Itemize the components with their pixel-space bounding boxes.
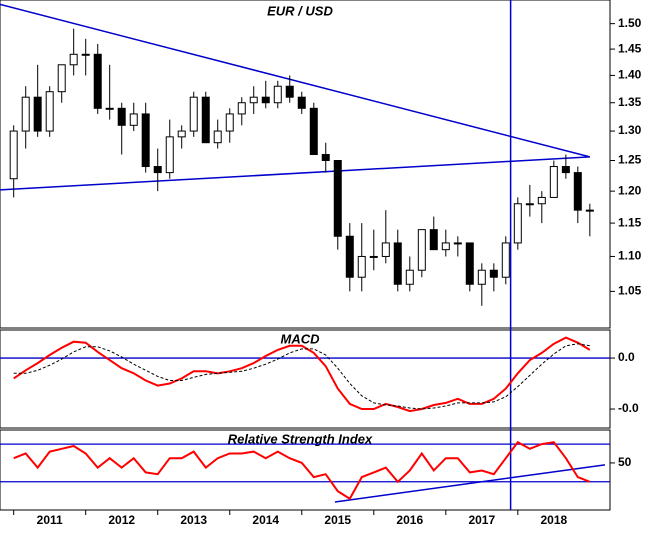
- x-tick-label: 2014: [252, 513, 279, 527]
- candle-body: [465, 242, 474, 285]
- candle-body: [81, 53, 90, 56]
- candle-body: [105, 107, 114, 110]
- candle-body: [9, 130, 18, 180]
- candle-body: [213, 130, 222, 144]
- candle-body: [513, 203, 522, 244]
- rsi-panel: [0, 429, 611, 511]
- series-line: [13, 336, 591, 413]
- candle-body: [153, 166, 162, 174]
- macd-panel: [0, 329, 611, 429]
- candle-body: [501, 242, 510, 278]
- candle-body: [117, 107, 126, 126]
- candle-body: [537, 196, 546, 205]
- y-tick-label: 1.50: [618, 16, 642, 30]
- candle-body: [57, 64, 66, 93]
- series-line: [13, 343, 590, 410]
- candle-body: [33, 96, 42, 132]
- candle-body: [129, 113, 138, 126]
- candle-body: [417, 229, 426, 271]
- candle-body: [393, 242, 402, 285]
- candle-body: [429, 229, 438, 251]
- x-tick-label: 2016: [396, 513, 423, 527]
- y-tick-label: 50: [618, 455, 632, 469]
- candle-body: [189, 96, 198, 132]
- y-tick-label: 1.20: [618, 183, 642, 197]
- candle-body: [309, 107, 318, 156]
- candle-body: [549, 166, 558, 198]
- candle-body: [177, 130, 186, 138]
- x-tick-label: 2011: [37, 513, 63, 527]
- x-tick-label: 2015: [324, 513, 351, 527]
- candle-body: [273, 85, 282, 104]
- price-panel: [0, 0, 611, 329]
- y-tick-label: 0.0: [618, 350, 635, 364]
- x-tick-label: 2018: [540, 513, 567, 527]
- candle-body: [477, 269, 486, 285]
- y-tick-label: 1.05: [618, 284, 642, 298]
- candle-body: [285, 85, 294, 98]
- y-tick-label: 1.25: [618, 153, 642, 167]
- candle-body: [69, 53, 78, 66]
- candle-body: [453, 242, 462, 245]
- candle-body: [237, 102, 246, 115]
- y-tick-label: 1.10: [618, 249, 642, 263]
- candle-body: [357, 255, 366, 278]
- candle-body: [333, 160, 342, 237]
- x-tick-label: 2017: [468, 513, 495, 527]
- panel-title: EUR / USD: [267, 3, 333, 18]
- y-tick-label: -0.0: [618, 401, 639, 415]
- candle-body: [165, 136, 174, 174]
- candle-body: [261, 96, 270, 104]
- candle-body: [525, 203, 534, 206]
- candle-body: [93, 53, 102, 109]
- y-tick-label: 1.45: [618, 41, 642, 55]
- candle-body: [381, 242, 390, 257]
- panel-title: MACD: [281, 331, 321, 346]
- candle-body: [225, 113, 234, 132]
- candle-body: [141, 113, 150, 168]
- y-tick-label: 1.30: [618, 123, 642, 137]
- candle-body: [249, 96, 258, 104]
- candle-body: [441, 242, 450, 251]
- panel-title: Relative Strength Index: [228, 431, 373, 446]
- candle-body: [345, 235, 354, 278]
- candle-body: [201, 96, 210, 144]
- trend-line: [334, 464, 606, 503]
- x-tick-label: 2013: [180, 513, 207, 527]
- trend-line: [0, 3, 591, 158]
- series-line: [13, 440, 591, 501]
- trend-line: [0, 156, 590, 191]
- y-tick-label: 1.40: [618, 68, 642, 82]
- y-tick-label: 1.35: [618, 95, 642, 109]
- candle-body: [21, 96, 30, 132]
- candle-body: [561, 166, 570, 174]
- candle-body: [369, 255, 378, 258]
- candle-body: [321, 154, 330, 162]
- candle-body: [405, 269, 414, 285]
- candle-body: [573, 172, 582, 211]
- y-tick-label: 1.15: [618, 215, 642, 229]
- candle-body: [489, 269, 498, 278]
- x-tick-label: 2012: [108, 513, 135, 527]
- candle-body: [297, 96, 306, 109]
- candle-body: [45, 91, 54, 132]
- candle-body: [585, 209, 594, 212]
